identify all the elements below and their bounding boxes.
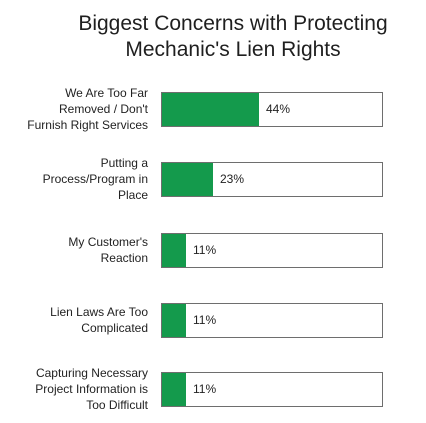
bar-track: 11% [161, 233, 383, 268]
bar [162, 373, 186, 406]
bar-track: 11% [161, 303, 383, 338]
category-label-line: Capturing Necessary [35, 366, 148, 380]
bar-track: 11% [161, 372, 383, 407]
chart-title: Biggest Concerns with Protecting Mechani… [0, 11, 426, 63]
chart-title-line-2: Mechanic's Lien Rights [125, 38, 341, 61]
category-label-line: My Customer's [68, 235, 148, 249]
bar [162, 93, 259, 126]
category-label-line: Reaction [100, 251, 148, 265]
value-label: 11% [193, 313, 217, 327]
category-label-line: Putting a [100, 156, 148, 170]
bar [162, 234, 186, 267]
category-label-line: Too Difficult [86, 398, 148, 412]
bar-track: 44% [161, 92, 383, 127]
category-label: We Are Too Far Removed / Don't Furnish Rig… [0, 85, 148, 133]
value-label: 44% [266, 102, 291, 116]
chart-title-line-1: Biggest Concerns with Protecting [78, 12, 388, 35]
category-label-line: We Are Too Far [65, 86, 148, 100]
value-label: 11% [193, 243, 217, 257]
category-label-line: Project Information is [35, 382, 148, 396]
category-label-line: Removed / Don't [59, 102, 148, 116]
category-label-line: Place [117, 188, 148, 202]
category-label: My Customer's Reaction [0, 234, 148, 266]
bar [162, 304, 186, 337]
category-label: Lien Laws Are Too Complicated [0, 304, 148, 336]
category-label-line: Complicated [81, 321, 148, 335]
category-label-line: Lien Laws Are Too [50, 305, 148, 319]
value-label: 11% [193, 382, 217, 396]
bar-track: 23% [161, 162, 383, 197]
category-label-line: Process/Program in [42, 172, 148, 186]
value-label: 23% [220, 172, 245, 186]
category-label: Capturing Necessary Project Information i… [0, 365, 148, 413]
category-label-line: Furnish Right Services [27, 118, 148, 132]
category-label: Putting a Process/Program in Place [0, 155, 148, 203]
bar [162, 163, 213, 196]
